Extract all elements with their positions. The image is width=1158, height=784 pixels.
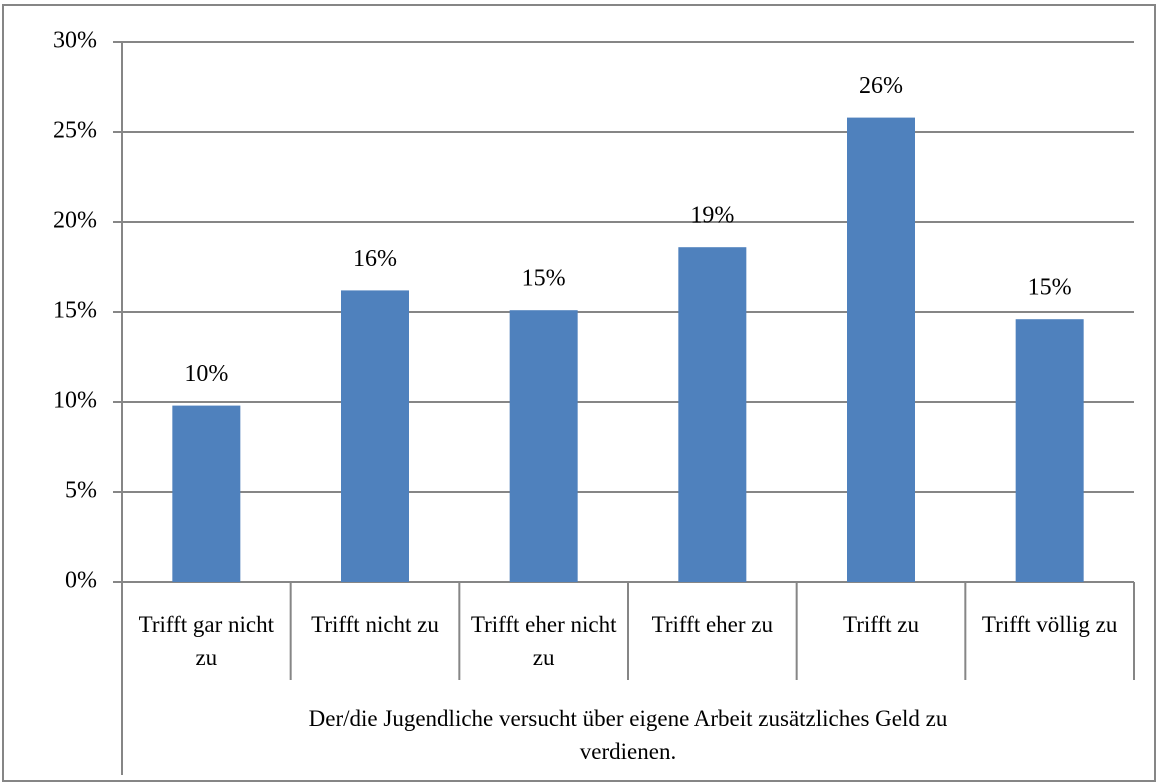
bar	[172, 405, 241, 582]
bar	[509, 310, 578, 582]
x-tick-label: Trifft eher nicht zu	[470, 612, 617, 670]
x-tick-label: Trifft völlig zu	[981, 612, 1118, 637]
y-tick-label: 15%	[53, 298, 97, 324]
y-tick-label: 5%	[65, 478, 97, 504]
y-tick-label: 20%	[53, 208, 97, 234]
x-tick-label: Trifft zu	[842, 612, 920, 637]
bar	[847, 117, 915, 582]
x-tick-label: Trifft gar nicht zu	[138, 612, 275, 670]
value-label: 16%	[353, 246, 397, 272]
bar	[1015, 319, 1084, 582]
frame	[2, 4, 1156, 782]
value-label: 19%	[690, 203, 734, 229]
value-label: 10%	[184, 361, 228, 387]
x-tick-label: Trifft eher zu	[651, 612, 774, 637]
x-tick-label: Trifft nicht zu	[311, 612, 439, 637]
y-tick-label: 10%	[53, 388, 97, 414]
value-label: 15%	[522, 266, 566, 292]
bar	[341, 290, 409, 582]
value-label: 26%	[859, 73, 903, 99]
bar	[678, 247, 747, 582]
y-tick-label: 0%	[65, 568, 97, 594]
y-tick-label: 30%	[53, 28, 97, 54]
x-axis-label: Der/die Jugendliche versucht über eigene…	[308, 706, 948, 764]
y-tick-label: 25%	[53, 118, 97, 144]
value-label: 15%	[1028, 275, 1072, 301]
